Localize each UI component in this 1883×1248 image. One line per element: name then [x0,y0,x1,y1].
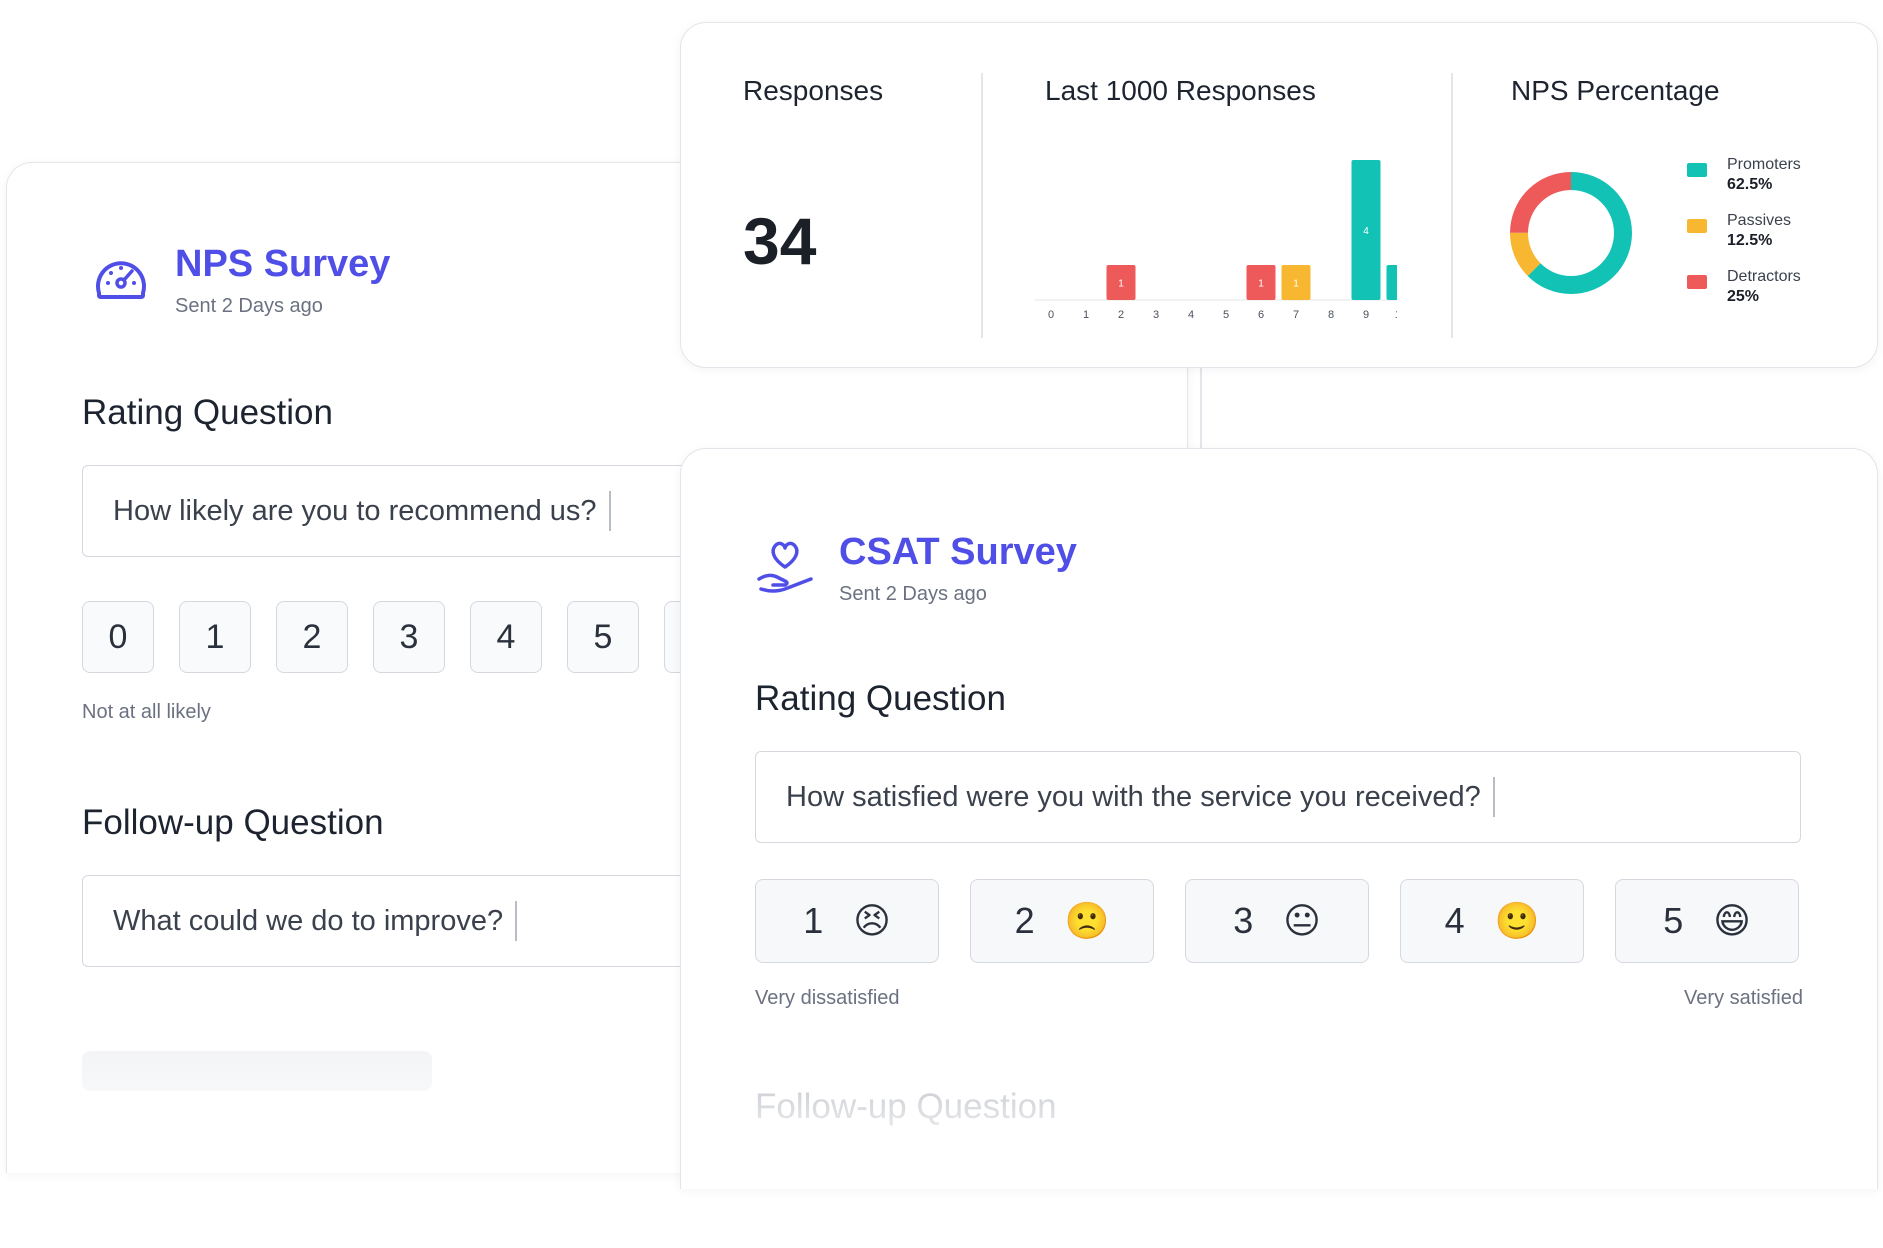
nps-low-label: Not at all likely [82,701,211,723]
divider [1451,73,1453,338]
csat-low-label: Very dissatisfied [755,987,900,1009]
bar-7 [1281,265,1311,300]
legend-promoters: Promoters 62.5% [1687,155,1801,195]
bar-2 [1106,265,1136,300]
legend-promoters-label: Promoters [1727,156,1801,173]
bar-label-7: 1 [1293,279,1299,290]
nps-percentage-donut-chart [1510,172,1632,294]
csat-option-4-value: 4 [1444,900,1465,941]
nps-score-1[interactable]: 1 [179,601,251,673]
nps-followup-section-title: Follow-up Question [82,803,384,842]
detractors-swatch [1687,275,1707,289]
nps-rating-section-title: Rating Question [82,393,333,432]
csat-option-2-value: 2 [1014,900,1035,941]
csat-high-label: Very satisfied [1684,987,1803,1009]
tick-label-4: 4 [1188,309,1194,321]
csat-option-2[interactable]: 2 🙁 [970,879,1154,963]
csat-followup-section-title: Follow-up Question [755,1087,1057,1126]
persevering-face-icon: 😣 [853,900,891,941]
csat-option-1[interactable]: 1 😣 [755,879,939,963]
csat-rating-question-text: How satisfied were you with the service … [786,780,1481,813]
tick-label-8: 8 [1328,309,1334,321]
tick-label-10: 10 [1395,309,1397,321]
csat-survey-card: CSAT Survey Sent 2 Days ago Rating Quest… [680,448,1878,1189]
csat-option-3-value: 3 [1233,900,1254,941]
text-caret [515,901,518,941]
bar-9 [1351,160,1381,300]
csat-option-1-value: 1 [803,900,824,941]
tick-label-9: 9 [1363,309,1369,321]
nps-survey-sent-time: Sent 2 Days ago [175,295,323,317]
csat-option-5-value: 5 [1663,900,1684,941]
legend-detractors-label: Detractors [1727,268,1801,285]
tick-label-6: 6 [1258,309,1264,321]
slice-passives [1510,172,1632,294]
histogram-title: Last 1000 Responses [1045,75,1316,106]
tick-label-3: 3 [1153,309,1159,321]
csat-survey-title[interactable]: CSAT Survey [839,531,1077,573]
legend-passives: Passives 12.5% [1687,211,1791,251]
legend-detractors: Detractors 25% [1687,267,1801,307]
bar-10 [1386,265,1397,300]
csat-rating-question-input[interactable]: How satisfied were you with the service … [755,751,1801,843]
nps-followup-question-text: What could we do to improve? [113,904,504,937]
csat-option-3[interactable]: 3 😐 [1185,879,1369,963]
tick-label-5: 5 [1223,309,1229,321]
frowning-face-icon: 🙁 [1064,900,1110,941]
last-1000-responses-chart: 01123451617849110 [1035,160,1397,321]
grinning-face-icon: 😄 [1713,900,1751,941]
nps-survey-header: NPS Survey Sent 2 Days ago [91,241,390,318]
bar-label-6: 1 [1258,279,1264,290]
nps-score-0[interactable]: 0 [82,601,154,673]
text-caret [1492,777,1495,817]
nps-score-3[interactable]: 3 [373,601,445,673]
passives-swatch [1687,219,1707,233]
slice-promoters [1510,172,1632,294]
tick-label-0: 0 [1048,309,1054,321]
bar-6 [1246,265,1276,300]
tick-label-1: 1 [1083,309,1089,321]
bar-label-2: 1 [1118,279,1124,290]
legend-detractors-value: 25% [1727,288,1760,305]
text-caret [608,491,611,531]
bar-label-9: 4 [1363,226,1369,237]
promoters-swatch [1687,163,1707,177]
csat-option-5[interactable]: 5 😄 [1615,879,1799,963]
card-connector-line [1200,366,1202,450]
legend-passives-label: Passives [1727,212,1792,229]
nps-score-5[interactable]: 5 [567,601,639,673]
heart-hand-icon [757,541,813,593]
neutral-face-icon: 😐 [1283,900,1321,941]
legend-promoters-value: 62.5% [1727,176,1773,193]
nps-survey-title[interactable]: NPS Survey [175,243,391,285]
responses-count: 34 [743,204,817,278]
speedometer-icon [96,261,146,299]
smiling-face-icon: 🙂 [1494,900,1540,941]
loading-skeleton [82,1051,432,1091]
tick-label-2: 2 [1118,309,1124,321]
responses-title: Responses [743,75,884,106]
csat-rating-section-title: Rating Question [755,679,1006,718]
nps-rating-question-text: How likely are you to recommend us? [113,494,597,527]
divider [981,73,983,338]
nps-percentage-title: NPS Percentage [1511,75,1720,106]
nps-score-4[interactable]: 4 [470,601,542,673]
csat-option-4[interactable]: 4 🙂 [1400,879,1584,963]
nps-score-2[interactable]: 2 [276,601,348,673]
csat-survey-header: CSAT Survey Sent 2 Days ago [755,529,1077,606]
tick-label-7: 7 [1293,309,1299,321]
csat-survey-sent-time: Sent 2 Days ago [839,583,987,605]
legend-passives-value: 12.5% [1727,232,1773,249]
